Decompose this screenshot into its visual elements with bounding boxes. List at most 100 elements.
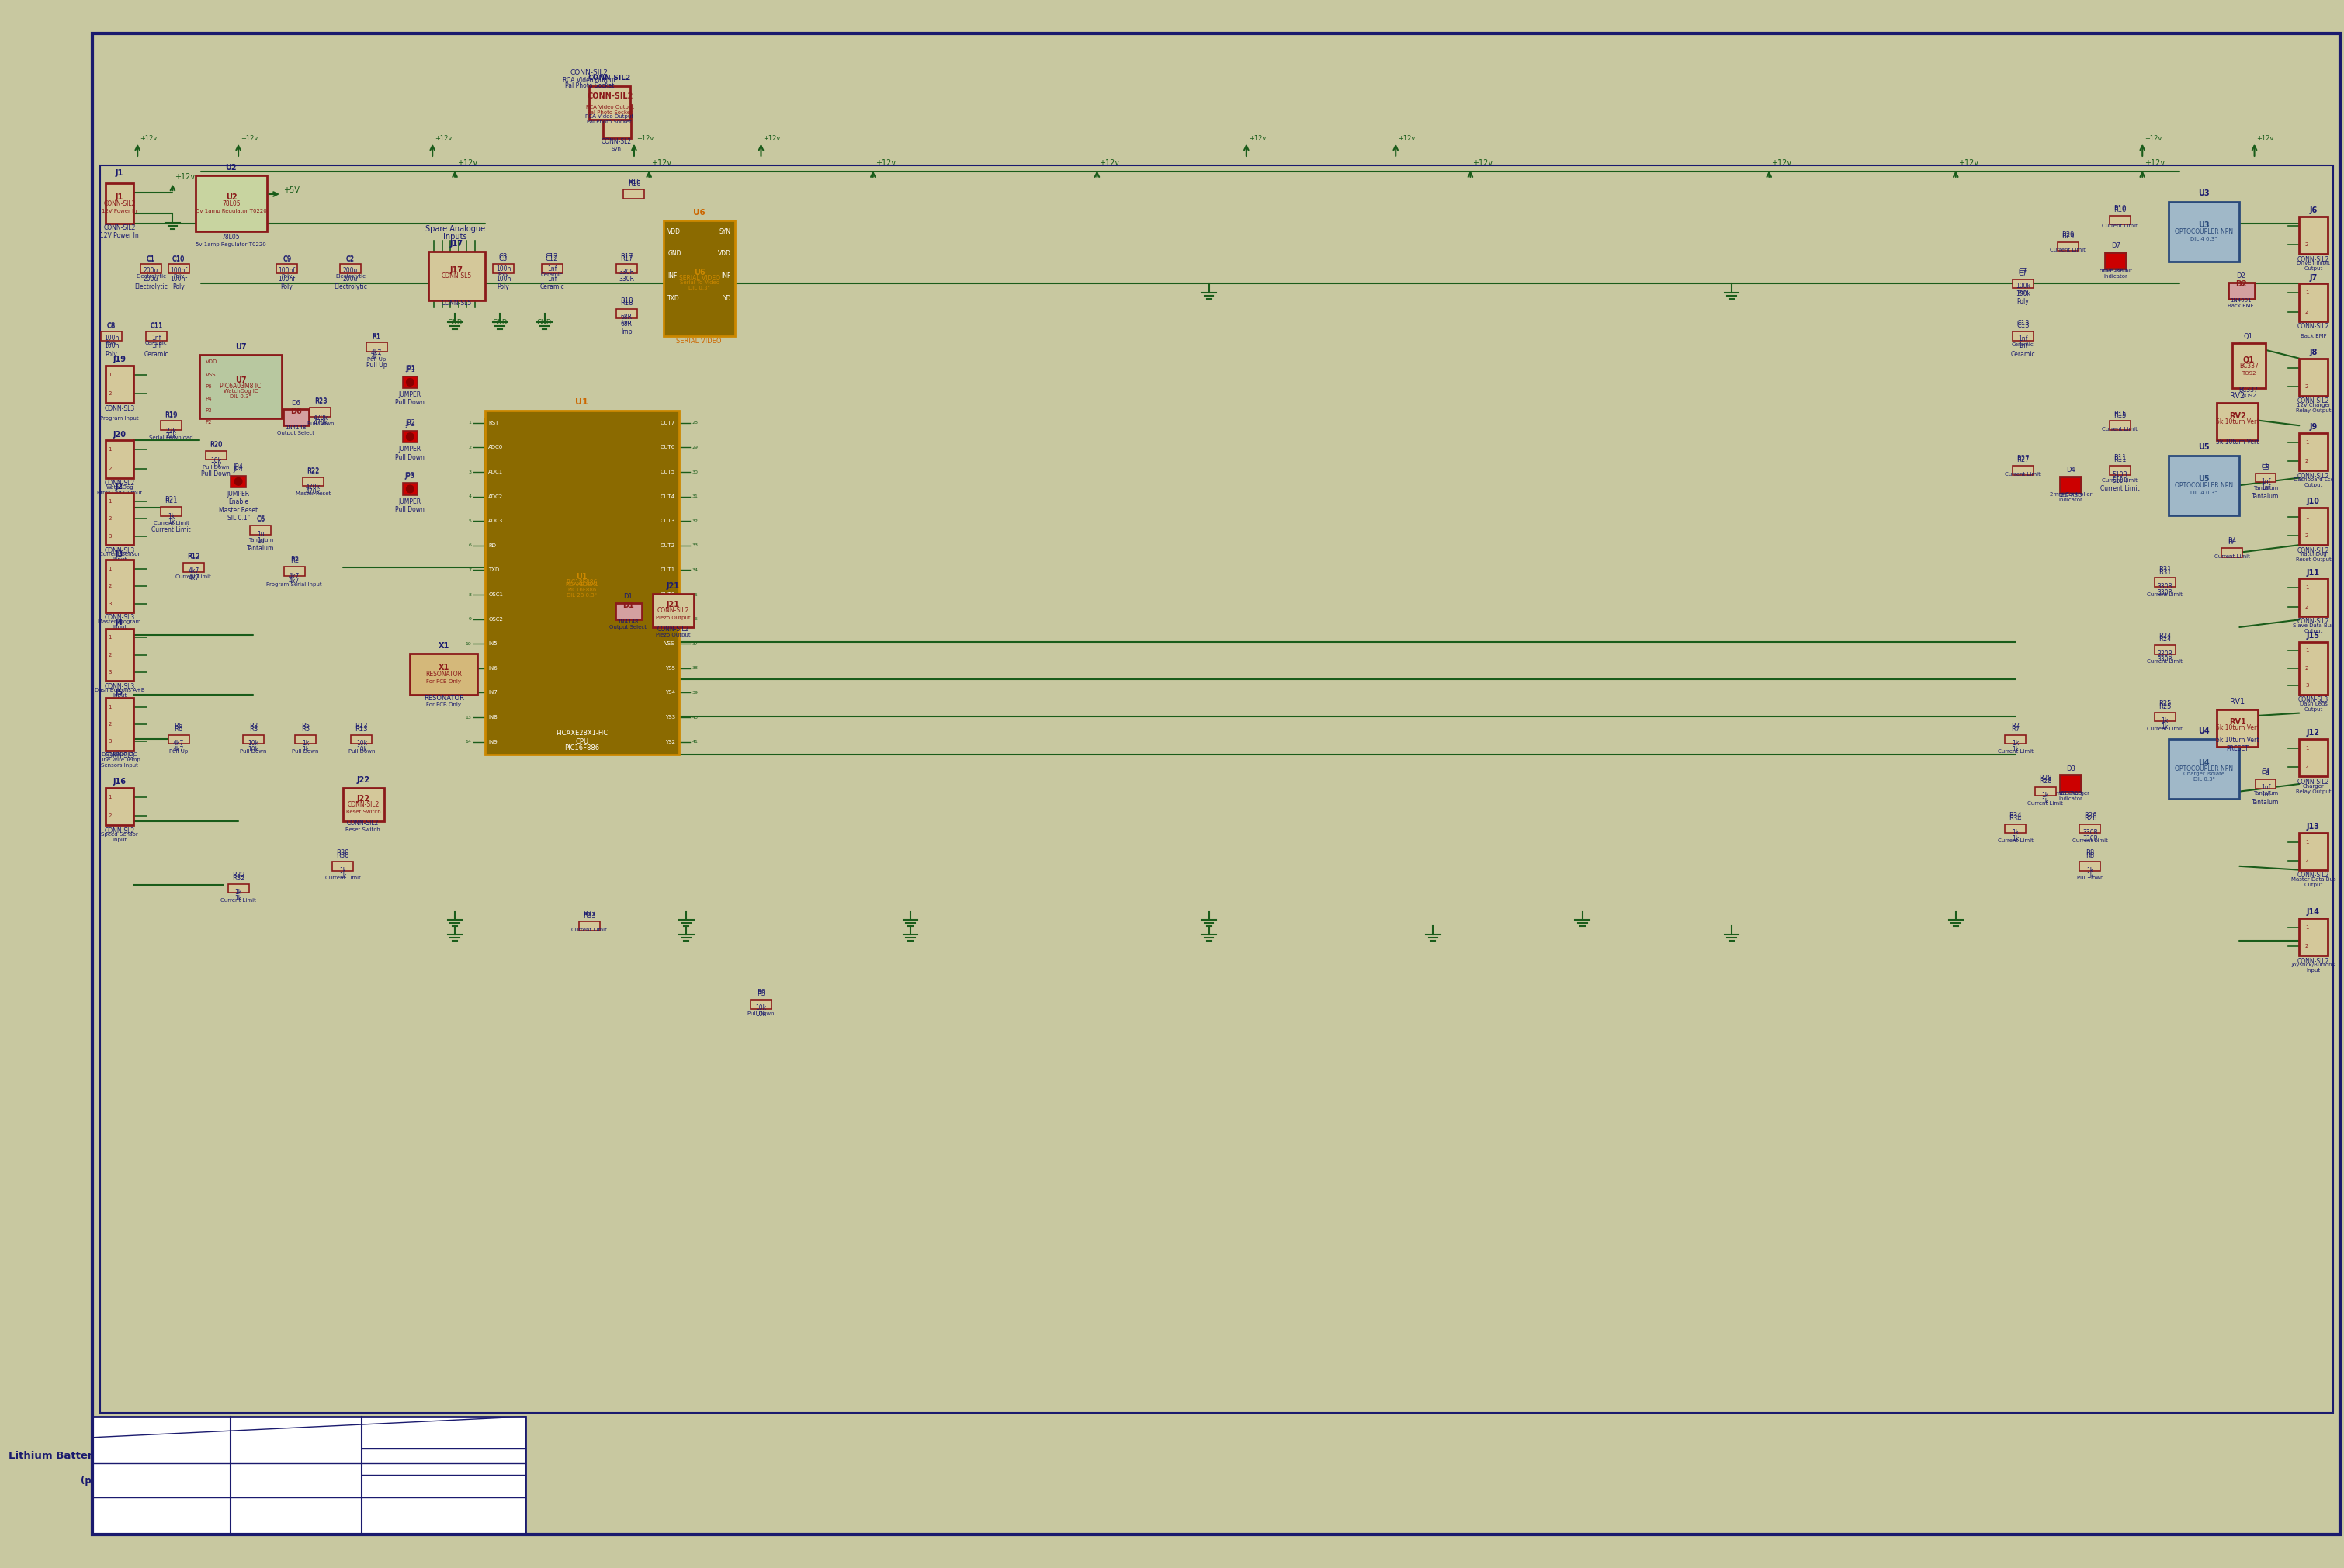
Text: JP1: JP1 (406, 365, 415, 372)
Text: 3: 3 (108, 670, 113, 674)
Text: J5: J5 (115, 688, 124, 696)
Text: JUMPER
Pull Down: JUMPER Pull Down (396, 445, 424, 461)
Text: U1: U1 (574, 398, 588, 406)
Text: VDD: VDD (663, 616, 675, 621)
Text: Tantalum: Tantalum (2253, 792, 2278, 797)
Text: 5: 5 (469, 519, 471, 524)
Text: 330R: 330R (2156, 590, 2173, 596)
Text: Tantalum: Tantalum (248, 538, 274, 543)
Text: PICAXE28X1-HC: PICAXE28X1-HC (556, 731, 607, 737)
Text: TXD: TXD (668, 295, 680, 303)
Bar (2299, 739, 2328, 776)
Text: JUMPER
Pull Down: JUMPER Pull Down (396, 390, 424, 406)
Text: BY:   Peter Perkins: BY: Peter Perkins (98, 1505, 188, 1513)
Text: CONN-SIL2: CONN-SIL2 (2297, 472, 2330, 480)
Text: J6: J6 (2309, 207, 2318, 215)
Bar (602, 105, 631, 138)
Text: R32: R32 (232, 875, 244, 881)
Bar (162, 506, 180, 516)
Text: J3: J3 (115, 550, 124, 558)
Bar (2299, 508, 2328, 546)
Text: Master010908.DSN: Master010908.DSN (145, 1422, 251, 1433)
Text: R13: R13 (356, 726, 368, 732)
Text: 10k: 10k (356, 746, 368, 753)
Text: Master Data Bus
Output: Master Data Bus Output (2290, 877, 2335, 887)
Text: JP2: JP2 (406, 419, 415, 426)
Text: CONN-SIL2: CONN-SIL2 (2297, 958, 2330, 964)
Text: C7: C7 (2018, 270, 2028, 278)
Text: 68R
Imp: 68R Imp (621, 320, 633, 336)
Text: 10k: 10k (356, 740, 368, 746)
Text: 29: 29 (691, 445, 699, 450)
Text: 1nf
Ceramic: 1nf Ceramic (2011, 343, 2035, 358)
Text: 1k: 1k (2011, 740, 2018, 746)
Bar (663, 220, 736, 336)
Bar (403, 483, 417, 495)
Text: R15: R15 (2114, 411, 2126, 417)
Text: C3: C3 (499, 256, 509, 262)
Text: U4: U4 (2199, 728, 2210, 735)
Text: R18: R18 (621, 298, 633, 304)
Text: U2: U2 (225, 193, 237, 201)
Text: OSC1: OSC1 (488, 593, 504, 597)
Text: RV1: RV1 (2229, 698, 2246, 706)
Text: CONN-SL2: CONN-SL2 (105, 480, 136, 486)
Text: R31: R31 (2159, 566, 2171, 572)
Text: SERIAL VIDEO: SERIAL VIDEO (680, 274, 720, 282)
Text: 3: 3 (469, 470, 471, 474)
Text: R9: R9 (757, 991, 766, 997)
Text: R5: R5 (302, 726, 309, 732)
Bar (2168, 202, 2239, 262)
Text: 330R: 330R (2156, 651, 2173, 657)
Text: Current Limit: Current Limit (2103, 478, 2138, 483)
Text: CONN-SIL2: CONN-SIL2 (2297, 256, 2330, 263)
Text: CONN-SIL2: CONN-SIL2 (656, 607, 689, 613)
Text: C1: C1 (148, 256, 155, 262)
Text: U5: U5 (2199, 444, 2210, 452)
Text: R34: R34 (2009, 815, 2023, 822)
Text: 2: 2 (108, 466, 113, 470)
Text: R17: R17 (621, 256, 633, 262)
Text: R5: R5 (302, 723, 309, 729)
Text: Pull Down: Pull Down (307, 422, 333, 426)
Text: 3: 3 (2304, 684, 2309, 688)
Text: 12: 12 (464, 691, 471, 695)
Text: ADC0: ADC0 (488, 445, 504, 450)
Text: U6: U6 (694, 209, 706, 216)
Bar (302, 477, 323, 486)
Text: Charger Isolate
DIL 0.3": Charger Isolate DIL 0.3" (2182, 771, 2224, 781)
Text: 36: 36 (691, 618, 699, 621)
Text: C13: C13 (2016, 323, 2030, 329)
Text: CONN-SIL2: CONN-SIL2 (103, 224, 136, 232)
Text: +12v: +12v (874, 160, 895, 168)
Text: R15: R15 (2114, 412, 2126, 419)
Text: CONN-SL3: CONN-SL3 (105, 684, 136, 690)
Text: 10k: 10k (211, 458, 220, 464)
Text: Output Select: Output Select (277, 431, 314, 436)
Text: +12v: +12v (1099, 160, 1120, 168)
Text: Q1: Q1 (2243, 356, 2255, 364)
Text: 8: 8 (469, 593, 471, 596)
Text: 10k: 10k (755, 1004, 766, 1011)
Bar (2013, 279, 2032, 289)
Text: Q1: Q1 (2243, 332, 2253, 340)
Text: LED-RED: LED-RED (2058, 792, 2081, 797)
Text: P3: P3 (206, 408, 213, 412)
Text: 1k: 1k (234, 889, 241, 895)
Text: Electrolytic: Electrolytic (136, 274, 166, 279)
Text: +12v: +12v (2257, 135, 2274, 141)
Text: 12V Charger
Relay Output: 12V Charger Relay Output (2295, 403, 2330, 412)
Text: R8: R8 (2086, 853, 2096, 859)
Text: 28: 28 (691, 420, 699, 425)
Text: C10: C10 (171, 256, 185, 263)
Text: Program Input: Program Input (101, 416, 138, 420)
Bar (2255, 474, 2276, 483)
Bar (284, 409, 309, 425)
Bar (2231, 343, 2267, 389)
Text: 22k: 22k (166, 433, 176, 439)
Text: PIC18F886: PIC18F886 (567, 579, 598, 586)
Text: 13: 13 (464, 715, 471, 720)
Text: Current Limit: Current Limit (2215, 554, 2250, 558)
Text: CONN-SIL2: CONN-SIL2 (347, 801, 380, 808)
Text: Current Limit: Current Limit (1997, 839, 2032, 844)
